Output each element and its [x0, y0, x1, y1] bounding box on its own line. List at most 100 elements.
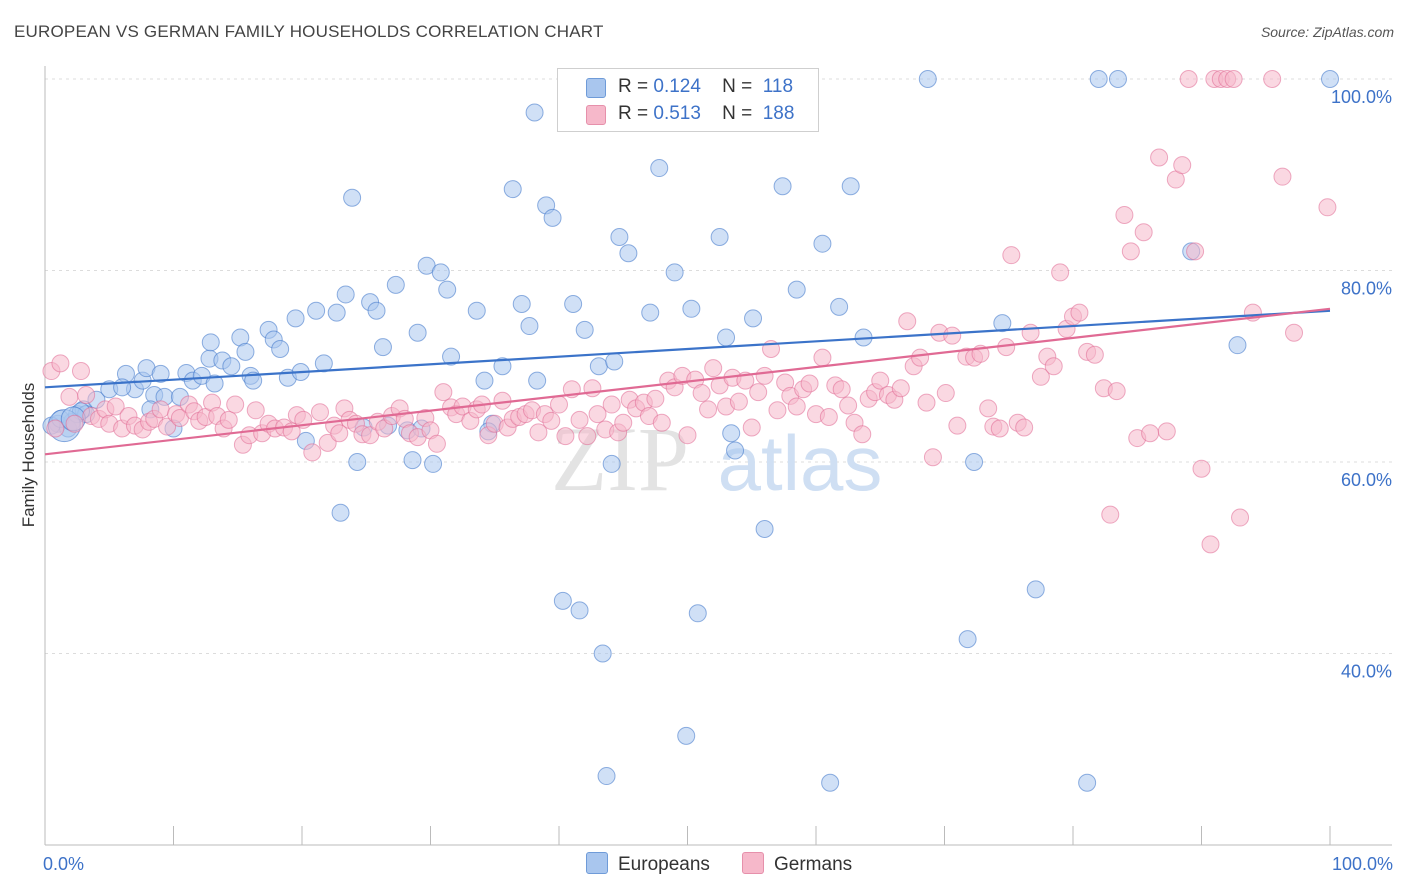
germans-point	[1085, 345, 1104, 364]
germans-point	[742, 418, 761, 437]
europeans-point	[493, 357, 512, 376]
r-value-europeans: 0.124	[653, 76, 701, 97]
europeans-point	[787, 280, 806, 299]
europeans-point	[431, 263, 450, 282]
europeans-point	[722, 424, 741, 443]
germans-point	[1201, 535, 1220, 554]
germans-point	[310, 403, 329, 422]
y-tick-label: 100.0%	[1331, 87, 1392, 107]
germans-point	[943, 326, 962, 345]
europeans-point	[271, 340, 290, 359]
germans-point	[427, 434, 446, 453]
europeans-point	[744, 309, 763, 328]
germans-point	[1021, 323, 1040, 342]
germans-point	[318, 433, 337, 452]
y-tick-label: 80.0%	[1341, 279, 1392, 299]
germans-point	[1141, 424, 1160, 443]
europeans-point	[1228, 336, 1247, 355]
europeans-point	[650, 159, 669, 178]
r-label: R =	[618, 103, 649, 124]
germans-point	[1273, 167, 1292, 186]
europeans-swatch	[586, 78, 606, 98]
germans-point	[65, 414, 84, 433]
germans-point	[1263, 70, 1282, 88]
germans-point	[226, 395, 245, 414]
europeans-point	[1321, 70, 1339, 88]
source-label: Source: ZipAtlas.com	[1260, 24, 1394, 40]
grid-lines	[45, 78, 1392, 654]
n-label: N =	[722, 76, 753, 97]
germans-point	[755, 366, 774, 385]
germans-legend-label: Germans	[774, 854, 853, 875]
europeans-point	[386, 275, 405, 294]
germans-point	[646, 389, 665, 408]
europeans-legend-label: Europeans	[618, 854, 710, 875]
europeans-point	[688, 604, 707, 623]
europeans-point	[589, 357, 608, 376]
chart-title: EUROPEAN VS GERMAN FAMILY HOUSEHOLDS COR…	[14, 22, 604, 41]
europeans-point	[286, 309, 305, 328]
germans-point	[588, 405, 607, 424]
germans-point	[434, 383, 453, 402]
europeans-point	[918, 70, 937, 88]
germans-point	[71, 362, 90, 381]
germans-point	[990, 419, 1009, 438]
germans-point	[979, 399, 998, 418]
germans-point	[1101, 505, 1120, 524]
europeans-point	[543, 208, 562, 227]
europeans-point	[307, 301, 326, 320]
germans-point	[493, 391, 512, 410]
germans-point	[936, 384, 955, 403]
germans-point	[923, 448, 942, 467]
germans-point	[678, 426, 697, 445]
germans-point	[219, 410, 238, 429]
germans-point	[550, 395, 568, 414]
germans-point	[578, 427, 597, 446]
europeans-point	[236, 342, 255, 361]
germans-point	[1134, 223, 1153, 242]
germans-point	[602, 395, 621, 414]
germans-point	[853, 425, 872, 444]
germans-point	[1044, 357, 1063, 376]
europeans-point	[438, 280, 457, 299]
y-tick-label: 60.0%	[1341, 470, 1392, 490]
correlation-legend: R = 0.124 N = 118 R = 0.513 N = 188	[557, 68, 819, 132]
europeans-point	[605, 352, 624, 371]
europeans-point	[677, 726, 696, 745]
europeans-point	[610, 227, 629, 246]
germans-point	[787, 397, 806, 416]
europeans-point	[993, 314, 1012, 333]
y-tick-label: 40.0%	[1341, 662, 1392, 682]
europeans-point	[442, 347, 461, 366]
europeans-point	[151, 364, 170, 383]
germans-point	[303, 443, 322, 462]
europeans-point	[553, 591, 572, 610]
germans-point	[1224, 70, 1243, 88]
germans-point	[1115, 205, 1134, 224]
europeans-point	[336, 285, 355, 304]
europeans-point	[958, 630, 977, 649]
r-value-germans: 0.513	[653, 103, 701, 124]
europeans-point	[201, 333, 220, 352]
europeans-point	[602, 454, 621, 473]
europeans-point	[512, 295, 531, 314]
germans-point	[106, 397, 125, 416]
germans-point	[77, 385, 96, 404]
europeans-point	[593, 644, 612, 663]
germans-point	[556, 427, 575, 446]
germans-point	[832, 380, 851, 399]
europeans-point	[773, 177, 792, 196]
europeans-point	[367, 301, 386, 320]
germans-point	[46, 419, 65, 438]
tick-labels: 40.0% 60.0% 80.0% 100.0% 0.0% 100.0%	[43, 87, 1393, 874]
europeans-point	[965, 453, 984, 471]
europeans-point	[475, 371, 494, 390]
europeans-point	[205, 374, 224, 393]
germans-point	[839, 396, 858, 415]
germans-point	[1186, 242, 1205, 261]
europeans-point	[373, 338, 392, 357]
europeans-point	[348, 453, 367, 471]
europeans-point	[710, 227, 729, 246]
europeans-point	[619, 244, 638, 263]
germans-point	[1318, 198, 1337, 217]
